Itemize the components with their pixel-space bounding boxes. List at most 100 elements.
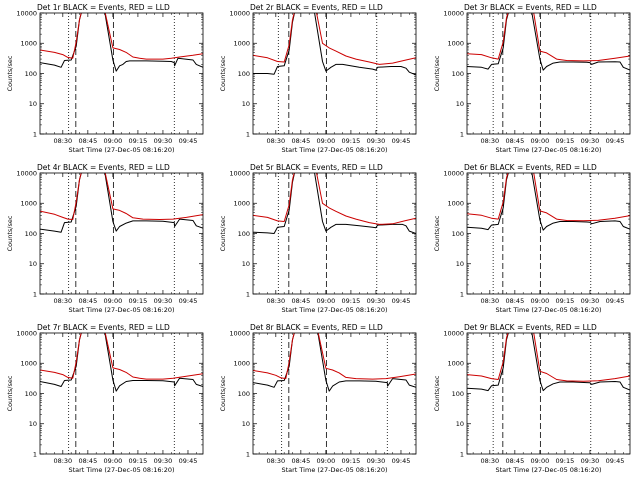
x-tick-label: 09:30 bbox=[367, 137, 386, 145]
y-tick-label: 1000 bbox=[20, 360, 37, 368]
y-axis-label: Counts/sec bbox=[219, 215, 227, 251]
y-tick-label: 10000 bbox=[229, 329, 250, 337]
y-tick-label: 10000 bbox=[16, 329, 37, 337]
x-tick-label: 08:30 bbox=[53, 457, 72, 465]
y-axis-label: Counts/sec bbox=[6, 215, 14, 251]
y-tick-label: 100 bbox=[238, 230, 250, 238]
x-axis-label: Start Time (27-Dec-05 08:16:20) bbox=[495, 146, 601, 154]
x-tick-label: 09:15 bbox=[556, 137, 575, 145]
panel-title: Det 9r BLACK = Events, RED = LLD bbox=[464, 323, 597, 332]
y-axis-label: Counts/sec bbox=[6, 375, 14, 411]
x-tick-label: 09:30 bbox=[367, 457, 386, 465]
x-tick-label: 09:00 bbox=[104, 457, 123, 465]
x-tick-label: 09:45 bbox=[179, 457, 198, 465]
y-tick-label: 10 bbox=[242, 100, 250, 108]
y-tick-label: 10 bbox=[456, 260, 464, 268]
x-axis-label: Start Time (27-Dec-05 08:16:20) bbox=[68, 306, 174, 314]
plot-frame bbox=[252, 172, 417, 295]
lld-series-line bbox=[40, 173, 203, 220]
events-series-line bbox=[40, 13, 203, 72]
plot-frame bbox=[39, 12, 204, 135]
y-tick-label: 1000 bbox=[20, 40, 37, 48]
x-tick-label: 09:45 bbox=[392, 297, 411, 305]
x-tick-label: 09:15 bbox=[556, 297, 575, 305]
x-tick-label: 09:00 bbox=[104, 297, 123, 305]
y-tick-label: 1000 bbox=[20, 200, 37, 208]
x-tick-label: 09:45 bbox=[392, 457, 411, 465]
y-tick-label: 10000 bbox=[229, 9, 250, 17]
x-tick-label: 08:30 bbox=[480, 297, 499, 305]
lld-series-line bbox=[467, 13, 630, 62]
x-tick-label: 09:30 bbox=[581, 457, 600, 465]
x-tick-label: 09:15 bbox=[129, 297, 148, 305]
x-axis-label: Start Time (27-Dec-05 08:16:20) bbox=[495, 306, 601, 314]
x-axis-label: Start Time (27-Dec-05 08:16:20) bbox=[68, 466, 174, 474]
y-axis-label: Counts/sec bbox=[6, 55, 14, 91]
events-series-line bbox=[253, 173, 416, 234]
x-tick-label: 08:45 bbox=[505, 297, 524, 305]
x-tick-label: 08:30 bbox=[480, 457, 499, 465]
x-axis-label: Start Time (27-Dec-05 08:16:20) bbox=[68, 146, 174, 154]
x-tick-label: 09:45 bbox=[179, 297, 198, 305]
y-axis-label: Counts/sec bbox=[433, 55, 441, 91]
detector-panel-4: Det 4r BLACK = Events, RED = LLD 1 10 100 10… bbox=[6, 163, 204, 314]
plot-frame bbox=[252, 12, 417, 135]
x-tick-label: 08:45 bbox=[291, 457, 310, 465]
y-tick-label: 10 bbox=[242, 260, 250, 268]
panel-title: Det 1r BLACK = Events, RED = LLD bbox=[37, 3, 170, 12]
x-tick-label: 09:30 bbox=[581, 297, 600, 305]
events-series-line bbox=[467, 173, 630, 231]
panel-title: Det 3r BLACK = Events, RED = LLD bbox=[464, 3, 597, 12]
y-tick-label: 1000 bbox=[447, 200, 464, 208]
x-tick-label: 09:15 bbox=[556, 457, 575, 465]
x-tick-label: 09:15 bbox=[342, 137, 361, 145]
y-tick-label: 1 bbox=[33, 290, 37, 298]
y-tick-label: 1 bbox=[460, 130, 464, 138]
lld-series-line bbox=[253, 173, 416, 225]
y-tick-label: 100 bbox=[452, 70, 464, 78]
x-tick-label: 08:30 bbox=[266, 297, 285, 305]
detector-panel-1: Det 1r BLACK = Events, RED = LLD 1 10 100 10… bbox=[6, 3, 204, 154]
events-series-line bbox=[40, 333, 203, 392]
x-tick-label: 09:00 bbox=[104, 137, 123, 145]
x-axis-label: Start Time (27-Dec-05 08:16:20) bbox=[495, 466, 601, 474]
x-tick-label: 08:30 bbox=[53, 137, 72, 145]
detector-panel-3: Det 3r BLACK = Events, RED = LLD 1 10 100 10… bbox=[433, 3, 631, 154]
y-tick-label: 100 bbox=[452, 390, 464, 398]
lld-series-line bbox=[40, 13, 203, 60]
y-axis-label: Counts/sec bbox=[219, 375, 227, 411]
x-tick-label: 09:15 bbox=[342, 457, 361, 465]
y-tick-label: 10 bbox=[456, 100, 464, 108]
y-tick-label: 100 bbox=[452, 230, 464, 238]
x-tick-label: 08:30 bbox=[266, 457, 285, 465]
y-tick-label: 1000 bbox=[233, 40, 250, 48]
y-tick-label: 10000 bbox=[16, 169, 37, 177]
y-tick-label: 1000 bbox=[233, 200, 250, 208]
lld-series-line bbox=[467, 333, 630, 382]
plot-frame bbox=[39, 172, 204, 295]
plot-frame bbox=[466, 172, 631, 295]
x-tick-label: 08:45 bbox=[505, 457, 524, 465]
x-tick-label: 09:45 bbox=[606, 137, 625, 145]
x-tick-label: 09:00 bbox=[317, 457, 336, 465]
panel-title: Det 5r BLACK = Events, RED = LLD bbox=[250, 163, 383, 172]
y-tick-label: 10000 bbox=[16, 9, 37, 17]
x-tick-label: 09:00 bbox=[317, 137, 336, 145]
x-tick-label: 08:45 bbox=[505, 137, 524, 145]
detector-panel-9: Det 9r BLACK = Events, RED = LLD 1 10 100 10… bbox=[433, 323, 631, 474]
x-tick-label: 09:45 bbox=[606, 457, 625, 465]
plot-frame bbox=[252, 332, 417, 455]
x-tick-label: 08:45 bbox=[291, 297, 310, 305]
x-tick-label: 09:00 bbox=[317, 297, 336, 305]
y-tick-label: 10 bbox=[29, 260, 37, 268]
y-tick-label: 10 bbox=[29, 420, 37, 428]
y-tick-label: 1 bbox=[246, 130, 250, 138]
x-tick-label: 08:45 bbox=[78, 297, 97, 305]
y-tick-label: 100 bbox=[25, 230, 37, 238]
panel-title: Det 8r BLACK = Events, RED = LLD bbox=[250, 323, 383, 332]
lld-series-line bbox=[253, 13, 416, 65]
x-tick-label: 08:45 bbox=[78, 457, 97, 465]
y-tick-label: 10000 bbox=[229, 169, 250, 177]
